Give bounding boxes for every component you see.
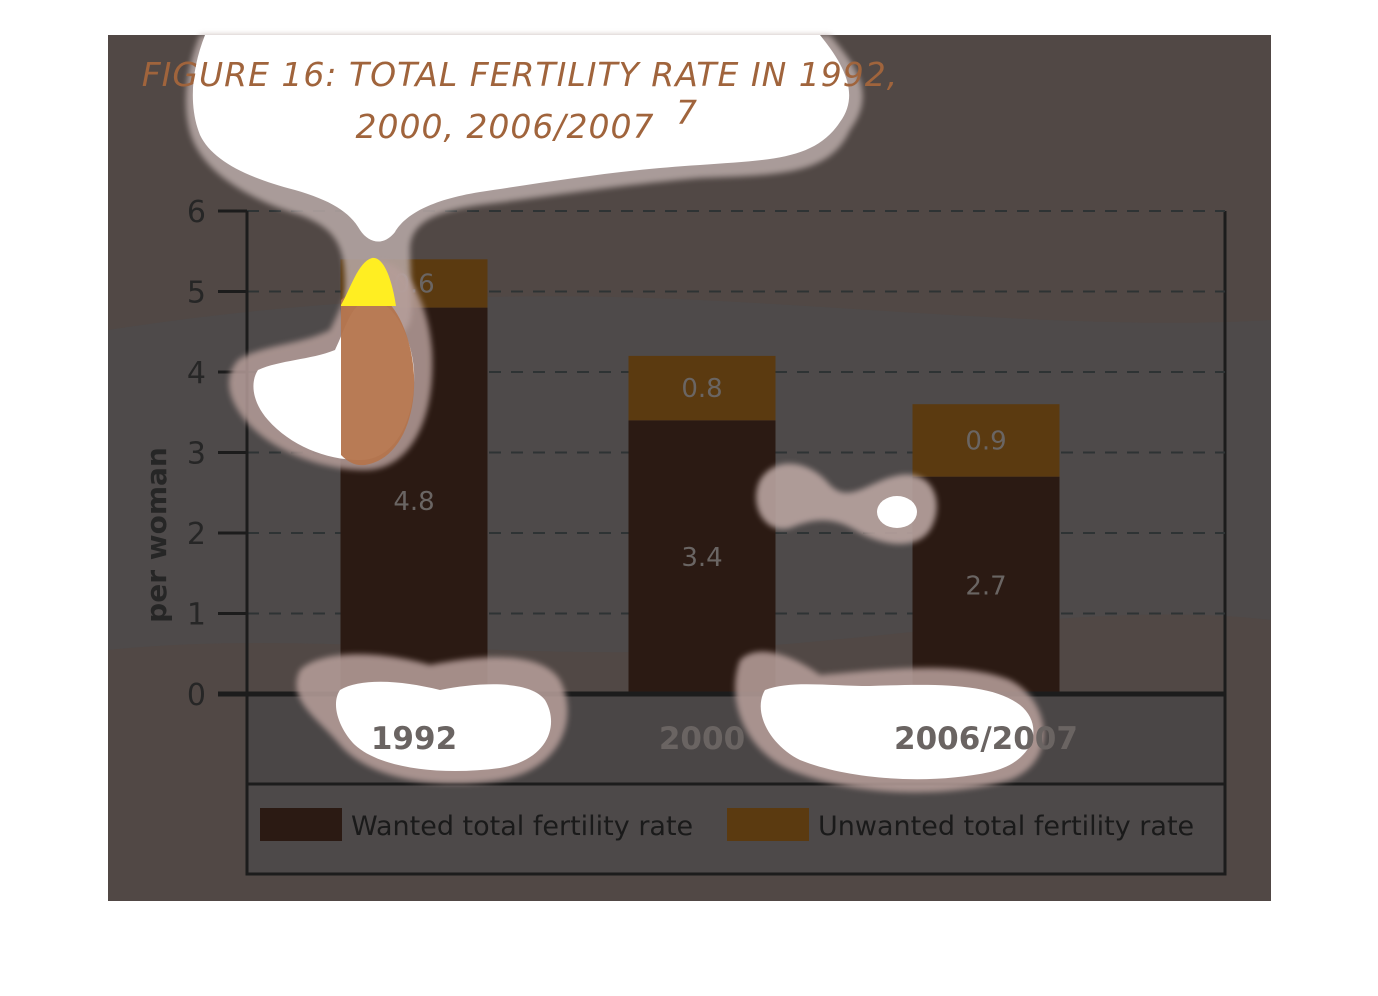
bar-value-label: 4.8 — [393, 487, 434, 517]
y-tick-label: 3 — [187, 437, 206, 472]
chart-title: FIGURE 16: TOTAL FERTILITY RATE IN 1992,… — [142, 55, 899, 146]
x-category-label: 2000 — [659, 721, 745, 757]
bar-segment — [628, 420, 776, 694]
bar-value-label: 0.8 — [681, 374, 722, 404]
y-tick-label: 6 — [187, 195, 206, 230]
bar-segment — [912, 476, 1060, 694]
chart-title-footnote: 7 — [676, 93, 698, 132]
chart-title-line-1: FIGURE 16: TOTAL FERTILITY RATE IN 1992, — [142, 55, 899, 94]
x-category-label: 2006/2007 — [894, 721, 1078, 757]
legend-label: Unwanted total fertility rate — [818, 811, 1194, 842]
x-category-labels: 1992 2000 2006/2007 — [371, 721, 1078, 757]
y-tick-label: 4 — [187, 356, 206, 391]
legend-swatch — [727, 808, 809, 841]
attention-overlay — [185, 35, 1044, 793]
bar-segment — [628, 355, 776, 421]
bar-value-label: 3.4 — [681, 543, 722, 573]
legend: Wanted total fertility rate Unwanted tota… — [260, 808, 1194, 842]
bar-segment — [912, 404, 1060, 477]
chart-title-line-2: 2000, 2006/2007 — [355, 107, 654, 146]
y-tick-label: 5 — [187, 276, 206, 311]
bar-value-label: 2.7 — [965, 571, 1006, 601]
legend-swatch — [260, 808, 342, 841]
y-tick-label: 1 — [187, 598, 206, 633]
bar-value-label: 0.9 — [965, 426, 1006, 456]
y-tick-label: 0 — [187, 678, 206, 713]
y-tick-labels: 0 1 2 3 4 5 6 — [187, 195, 247, 713]
y-axis-label: per woman — [140, 447, 173, 623]
x-category-label: 1992 — [371, 721, 457, 757]
y-tick-label: 2 — [187, 517, 206, 552]
legend-label: Wanted total fertility rate — [351, 811, 693, 842]
